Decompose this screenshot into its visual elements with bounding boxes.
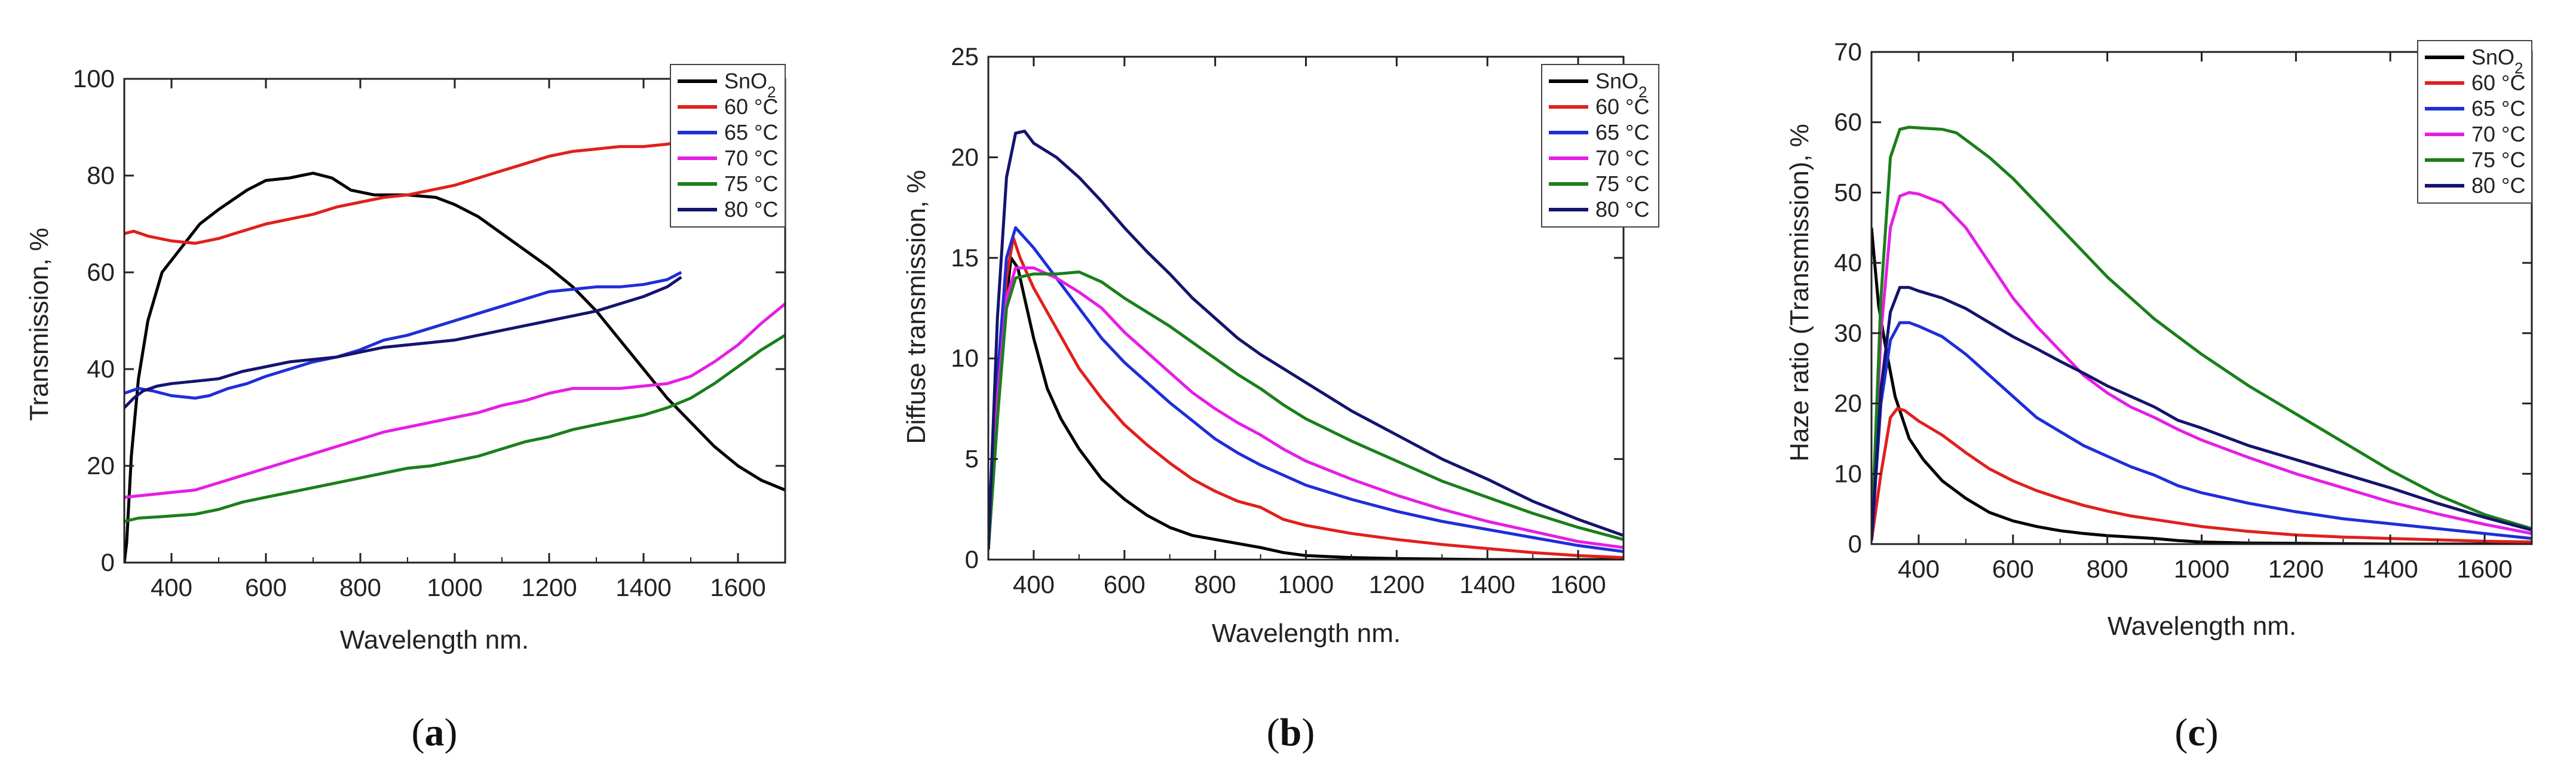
chart-a-xtick-label: 400	[151, 573, 192, 601]
chart-b-legend-label: 60 °C	[1595, 94, 1649, 119]
chart-a-xtick-label: 1600	[710, 573, 765, 601]
chart-a-xtick-label: 1000	[427, 573, 482, 601]
chart-a-xtick-label: 600	[245, 573, 287, 601]
chart-b-legend-label: 80 °C	[1595, 197, 1649, 222]
chart-b-ylabel: Diffuse transmission, %	[902, 170, 931, 444]
chart-c-xtick-label: 1400	[2362, 555, 2418, 583]
chart-b-xlabel: Wavelength nm.	[1212, 619, 1401, 648]
chart-b-panel-letter: b	[1280, 711, 1302, 754]
chart-c-legend-label: 60 °C	[2471, 70, 2525, 95]
chart-b-xtick-label: 800	[1194, 570, 1236, 598]
chart-a-ylabel: Transmission, %	[24, 228, 54, 421]
chart-c-line-80c	[1871, 285, 2532, 541]
chart-b-xtick-label: 1000	[1278, 570, 1334, 598]
chart-c-ytick-label: 20	[1834, 389, 1862, 417]
chart-c-line-sno2	[1871, 228, 2532, 544]
chart-b-xtick-label: 400	[1013, 570, 1055, 598]
chart-c-legend-label: 65 °C	[2471, 96, 2525, 121]
chart-c-series	[1871, 125, 2532, 544]
chart-a-ytick-label: 60	[87, 258, 115, 286]
chart-c-xtick-label: 1200	[2268, 555, 2324, 583]
chart-a-line-70c	[124, 302, 785, 499]
chart-c-xtick-label: 1000	[2174, 555, 2229, 583]
chart-c-ytick-label: 10	[1834, 459, 1862, 487]
chart-a-ytick-label: 0	[101, 548, 115, 576]
chart-c-line-75c	[1871, 125, 2532, 541]
chart-a-line-65c	[124, 271, 682, 400]
chart-b-xtick-label: 1600	[1550, 570, 1606, 598]
chart-c-line-65c	[1871, 321, 2532, 541]
chart-a-line-75c	[124, 334, 785, 523]
chart-c-panel-label: (c)	[2174, 711, 2218, 754]
chart-a-xtick-label: 1200	[521, 573, 577, 601]
chart-b-panel-label: (b)	[1267, 711, 1315, 754]
chart-c-panel-letter: c	[2188, 711, 2205, 754]
chart-a-xtick-label: 800	[339, 573, 381, 601]
chart-b-line-75c	[988, 270, 1624, 550]
chart-c-ytick-label: 50	[1834, 178, 1862, 206]
chart-c-xtick-label: 600	[1992, 555, 2034, 583]
chart-b-legend-label: 70 °C	[1595, 146, 1649, 170]
chart-b-xtick-label: 600	[1104, 570, 1145, 598]
chart-a-line-60c	[124, 140, 682, 245]
chart-c-xlabel: Wavelength nm.	[2108, 612, 2296, 641]
chart-c-xtick-label: 800	[2087, 555, 2128, 583]
chart-a-panel-letter: a	[425, 711, 445, 754]
chart-c-legend-label: 70 °C	[2471, 122, 2525, 146]
chart-b-ytick-label: 25	[951, 42, 979, 70]
chart-c-xtick-label: 400	[1898, 555, 1940, 583]
chart-b-ytick-label: 5	[965, 445, 979, 473]
chart-c-ytick-label: 40	[1834, 248, 1862, 277]
chart-b-ytick-label: 10	[951, 344, 979, 372]
chart-b-legend-label: 75 °C	[1595, 171, 1649, 196]
chart-a-xlabel: Wavelength nm.	[340, 625, 529, 655]
chart-a-legend-label: 70 °C	[724, 146, 778, 170]
chart-b-line-70c	[988, 266, 1624, 550]
chart-c-legend-box	[2417, 40, 2532, 204]
chart-a-legend-label: 80 °C	[724, 197, 778, 222]
chart-c-xtick-label: 1600	[2456, 555, 2512, 583]
chart-b-ytick-label: 20	[951, 143, 979, 171]
chart-b-line-60c	[988, 236, 1624, 560]
chart-a-ytick-label: 40	[87, 355, 115, 383]
chart-c-ytick-label: 0	[1848, 530, 1862, 558]
chart-c-ytick-label: 30	[1834, 319, 1862, 347]
chart-a: Transmission, % Wavelength nm. (a) 400 60…	[24, 64, 786, 754]
chart-c-line-60c	[1871, 407, 2532, 543]
chart-b-legend-box	[1541, 64, 1659, 228]
chart-c-ytick-label: 70	[1834, 38, 1862, 66]
chart-c-ytick-label: 60	[1834, 108, 1862, 136]
chart-b: Diffuse transmission, % Wavelength nm. (…	[902, 42, 1659, 754]
chart-a-ytick-label: 80	[87, 161, 115, 189]
chart-b-line-65c	[988, 226, 1624, 553]
chart-a-ytick-label: 20	[87, 452, 115, 480]
chart-b-series	[988, 130, 1624, 560]
chart-c: Haze ratio (Transmission), % Wavelength …	[1785, 38, 2533, 754]
chart-b-legend-label: 65 °C	[1595, 120, 1649, 145]
chart-b-xtick-label: 1400	[1459, 570, 1515, 598]
chart-a-ytick-label: 100	[73, 65, 115, 93]
chart-c-ylabel: Haze ratio (Transmission), %	[1785, 124, 1814, 462]
chart-a-legend-box	[670, 64, 786, 228]
chart-a-legend-label: 75 °C	[724, 171, 778, 196]
chart-b-ytick-label: 0	[965, 545, 979, 573]
chart-b-ytick-label: 15	[951, 244, 979, 272]
chart-a-series	[124, 140, 785, 563]
chart-a-line-80c	[124, 276, 682, 409]
chart-b-line-80c	[988, 130, 1624, 550]
chart-a-panel-label: (a)	[412, 711, 458, 754]
chart-a-xtick-label: 1400	[615, 573, 671, 601]
chart-b-xtick-label: 1200	[1369, 570, 1425, 598]
chart-a-legend-label: 65 °C	[724, 120, 778, 145]
chart-c-line-70c	[1871, 191, 2532, 541]
chart-c-legend-label: 75 °C	[2471, 148, 2525, 172]
chart-a-legend-label: 60 °C	[724, 94, 778, 119]
chart-c-legend-label: 80 °C	[2471, 173, 2525, 198]
chart-b-line-sno2	[988, 256, 1624, 560]
chart-a-line-sno2	[124, 171, 785, 563]
